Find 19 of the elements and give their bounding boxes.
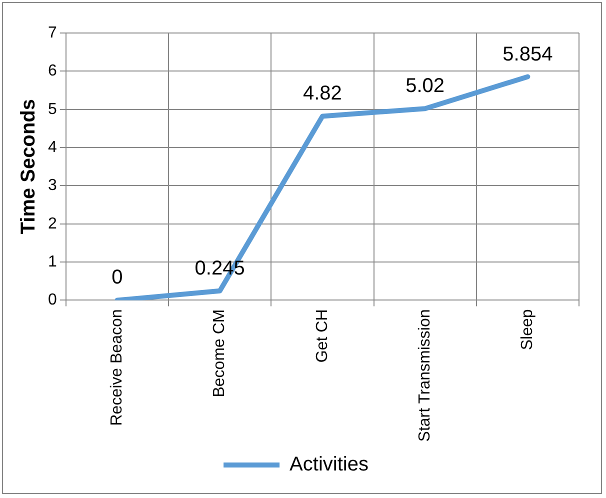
y-tick-label: 6 <box>48 62 57 80</box>
data-label: 4.82 <box>302 82 342 105</box>
y-tick-label: 5 <box>48 100 57 118</box>
data-label: 0 <box>112 266 123 289</box>
y-tick-label: 7 <box>48 24 57 42</box>
y-tick-label: 0 <box>48 292 57 309</box>
y-tick-label: 3 <box>48 177 57 194</box>
y-axis-title: Time Seconds <box>18 98 40 234</box>
x-tick-label: Get CH <box>314 309 331 363</box>
data-label: 5.854 <box>502 43 553 66</box>
x-tick-label: Start Transmission <box>416 309 434 442</box>
y-tick-label: 1 <box>48 253 57 270</box>
legend-label: Activities <box>290 454 368 476</box>
x-tick-label: Sleep <box>519 309 536 350</box>
y-tick-label: 2 <box>48 215 57 232</box>
x-tick-label: Become CM <box>211 309 228 398</box>
x-tick-label: Receive Beacon <box>108 309 126 426</box>
y-tick-label: 4 <box>48 138 57 156</box>
data-label: 5.02 <box>406 75 445 98</box>
